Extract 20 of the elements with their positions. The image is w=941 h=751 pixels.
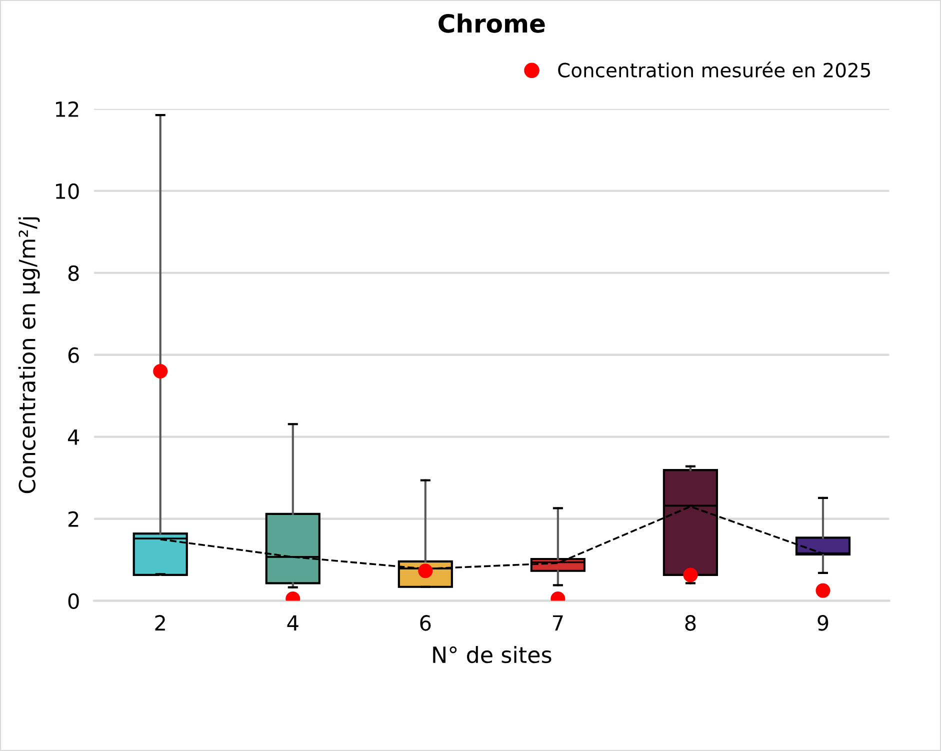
point xyxy=(816,583,830,598)
chart-title: Chrome xyxy=(438,14,545,33)
point xyxy=(683,568,698,582)
x-tick-label: 2 xyxy=(155,615,165,631)
legend-label: Concentration mesurée en 2025 xyxy=(558,62,870,78)
y-tick-label: 4 xyxy=(68,430,80,445)
x-tick-label: 8 xyxy=(685,615,696,631)
y-tick-label: 2 xyxy=(68,511,78,527)
y-tick-label: 10 xyxy=(56,183,79,200)
y-tick-label: 6 xyxy=(68,347,79,364)
point xyxy=(153,364,168,379)
y-tick-label: 0 xyxy=(68,593,79,610)
x-axis-title: N° de sites xyxy=(433,646,552,664)
y-tick-label: 8 xyxy=(68,265,79,282)
x-tick-label: 7 xyxy=(553,615,563,631)
y-axis-title: Concentration en µg/m²/j xyxy=(18,217,40,494)
x-tick-label: 6 xyxy=(420,615,431,631)
x-tick-label: 4 xyxy=(287,615,298,631)
y-tick-label: 12 xyxy=(56,101,78,117)
x-tick-label: 9 xyxy=(818,615,828,631)
